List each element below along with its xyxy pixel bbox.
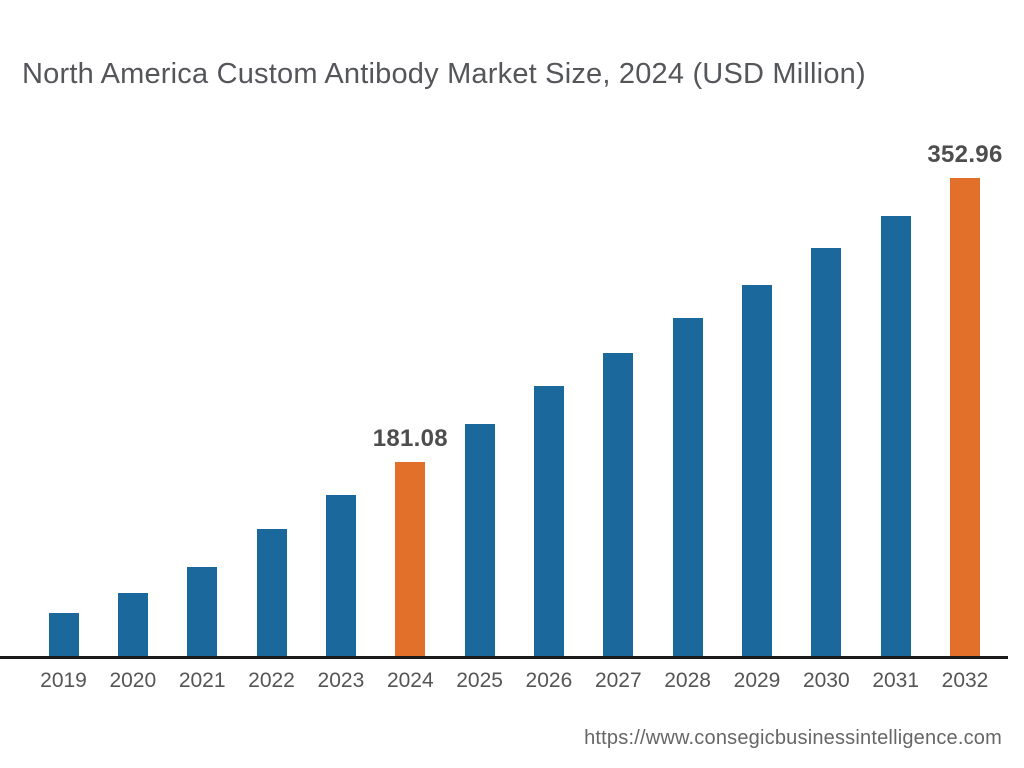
bar-2019 (48, 613, 79, 656)
x-tick-label-2023: 2023 (317, 669, 365, 692)
bar-2029 (742, 285, 772, 656)
x-tick-label-2027: 2027 (594, 669, 642, 692)
x-tick-label-2030: 2030 (802, 669, 850, 692)
data-label-2032: 352.96 (927, 141, 1003, 168)
x-tick-label-2022: 2022 (248, 669, 295, 692)
x-tick-label-2028: 2028 (664, 669, 711, 692)
x-axis-tick-row: 2019 2020 2021 2022 2023 2024 2025 2026 2027 2028… (0, 669, 1024, 697)
bar-2025 (464, 424, 495, 656)
bar-2023 (325, 495, 356, 656)
bar-2021 (187, 567, 218, 656)
bar-2032 (950, 178, 980, 656)
bar-2024 (395, 462, 426, 656)
chart-title: North America Custom Antibody Market Siz… (22, 58, 866, 90)
bar-2030 (811, 248, 842, 656)
x-tick-label-2019: 2019 (40, 669, 87, 692)
bar-2028 (672, 318, 703, 656)
bar-2027 (603, 353, 634, 656)
data-label-2024: 181.08 (372, 425, 448, 452)
x-tick-label-2020: 2020 (109, 669, 157, 692)
x-tick-label-2026: 2026 (525, 669, 573, 692)
source-url: https://www.consegicbusinessintelligence… (584, 727, 1002, 749)
x-tick-label-2024: 2024 (386, 669, 434, 692)
x-tick-label-2029: 2029 (733, 669, 781, 692)
x-tick-label-2031: 2031 (872, 669, 920, 692)
x-tick-label-2025: 2025 (456, 669, 503, 692)
bar-2031 (880, 216, 911, 656)
x-tick-label-2021: 2021 (178, 669, 226, 692)
bar-2026 (533, 386, 564, 656)
bar-2020 (117, 593, 148, 656)
bar-2022 (256, 529, 287, 656)
x-tick-label-2032: 2032 (941, 669, 989, 692)
plot-area: 181.08 352.96 (0, 141, 1024, 656)
x-axis-line (0, 656, 1008, 659)
